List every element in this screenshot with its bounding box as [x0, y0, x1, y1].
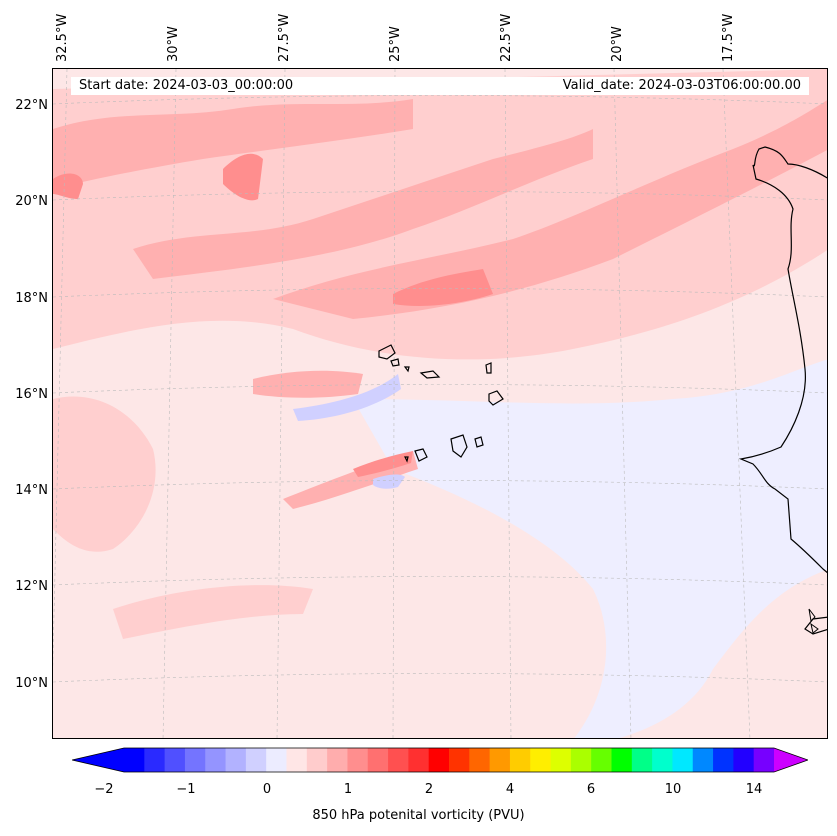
colorbar-segment: [245, 748, 267, 772]
colorbar-segment: [286, 748, 308, 772]
colorbar-tick-label: 0: [262, 782, 272, 797]
colorbar-segment: [469, 748, 491, 772]
colorbar-segment: [306, 748, 328, 772]
map-panel[interactable]: Start date: 2024-03-03_00:00:00 Valid_da…: [52, 68, 828, 739]
colorbar-segment: [225, 748, 247, 772]
colorbar-extend-max: [774, 748, 808, 772]
lat-label-14n: 14°N: [15, 483, 48, 498]
colorbar-tick-label: 4: [505, 782, 515, 797]
colorbar-segment: [327, 748, 348, 772]
colorbar-segment: [713, 748, 734, 772]
colorbar-segment: [367, 748, 389, 772]
colorbar-segment: [388, 748, 409, 772]
cape-verde-islands: [378, 344, 504, 463]
colorbar-segment: [408, 748, 430, 772]
colorbar-segment: [570, 748, 592, 772]
colorbar-segment: [428, 748, 450, 772]
pv-patch-west: [53, 396, 156, 552]
lat-label-22n: 22°N: [15, 98, 48, 113]
colorbar-segment: [347, 748, 369, 772]
pv-negative-blob-1: [293, 374, 401, 421]
pv-streak-mid: [253, 370, 363, 398]
colorbar-segment: [489, 748, 511, 772]
colorbar-segment: [184, 748, 206, 772]
colorbar-segment: [266, 748, 287, 772]
pv-core-3: [53, 173, 83, 199]
lat-label-10n: 10°N: [15, 676, 48, 691]
lon-label-25w: 25°W: [388, 26, 403, 62]
lon-label-22-5w: 22.5°W: [499, 13, 514, 62]
colorbar-tick-label: 1: [343, 782, 353, 797]
colorbar-segment: [672, 748, 694, 772]
colorbar-tick-label: 2: [424, 782, 434, 797]
lon-label-27-5w: 27.5°W: [277, 13, 292, 62]
colorbar-segment: [611, 748, 633, 772]
colorbar-tick-label: −2: [94, 782, 114, 797]
colorbar: [72, 747, 808, 773]
colorbar-segment: [591, 748, 612, 772]
colorbar-segment: [631, 748, 653, 772]
colorbar-extend-min: [72, 748, 124, 772]
pv-negative-blob-2: [373, 474, 405, 489]
pv-streak-2: [133, 129, 593, 279]
pv-streak-1: [273, 100, 827, 319]
colorbar-tick-label: 10: [664, 782, 682, 797]
date-banner: Start date: 2024-03-03_00:00:00 Valid_da…: [71, 77, 809, 95]
colorbar-tick-label: 14: [745, 782, 763, 797]
lat-label-20n: 20°N: [15, 194, 48, 209]
colorbar-label: 850 hPa potenital vorticity (PVU): [312, 808, 525, 823]
lat-label-16n: 16°N: [15, 387, 48, 402]
colorbar-segment: [733, 748, 755, 772]
pv-patch-south: [113, 585, 313, 639]
pv-core-1: [393, 269, 493, 306]
graticule: [53, 69, 827, 738]
lon-label-32-5w: 32.5°W: [55, 13, 70, 62]
colorbar-tick-label: 6: [586, 782, 596, 797]
pv-core-2: [223, 153, 263, 201]
colorbar-segment: [652, 748, 673, 772]
lat-label-18n: 18°N: [15, 291, 48, 306]
colorbar-segment: [509, 748, 531, 772]
lon-label-20w: 20°W: [610, 26, 625, 62]
pv-core-south: [353, 451, 413, 477]
pv-field-map: [53, 69, 827, 738]
coast-islands-south: [808, 608, 819, 634]
colorbar-outline: [72, 747, 808, 773]
colorbar-segment: [753, 748, 775, 772]
lon-label-30w: 30°W: [166, 26, 181, 62]
colorbar-segment: [205, 748, 227, 772]
lat-label-12n: 12°N: [15, 579, 48, 594]
colorbar-segment: [164, 748, 186, 772]
colorbar-tick-label: −1: [176, 782, 196, 797]
pv-streak-3: [53, 99, 413, 189]
colorbar-segment: [144, 748, 166, 772]
colorbar-segment: [692, 748, 714, 772]
lon-label-17-5w: 17.5°W: [721, 13, 736, 62]
colorbar-segment: [550, 748, 572, 772]
colorbar-segment: [449, 748, 470, 772]
start-date: Start date: 2024-03-03_00:00:00: [79, 78, 294, 93]
africa-coastline: [738, 146, 827, 635]
valid-date: Valid_date: 2024-03-03T06:00:00.00: [562, 78, 801, 93]
colorbar-segment: [124, 748, 145, 772]
colorbar-segment: [530, 748, 552, 772]
pv-negative-region: [353, 359, 827, 738]
